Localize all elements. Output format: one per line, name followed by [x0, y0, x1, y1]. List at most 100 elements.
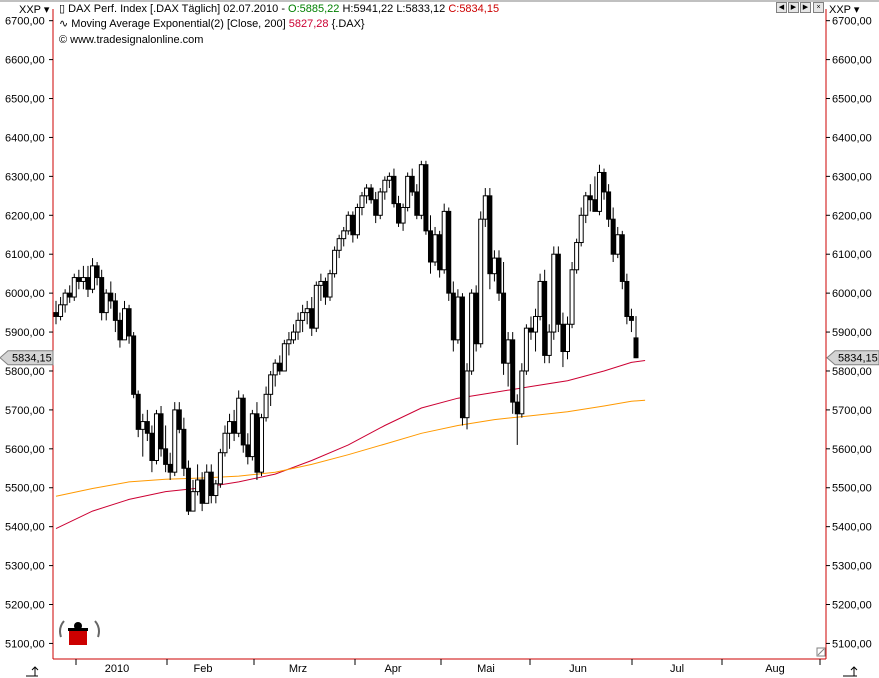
candle [619, 230, 625, 290]
candle-body-down [144, 421, 150, 434]
y-tick-label-right: 5100,00 [832, 638, 872, 650]
price-tag-right-text: 5834,15 [838, 353, 878, 365]
candle [286, 332, 292, 356]
candle [295, 312, 301, 340]
candle [144, 409, 150, 442]
candle-body-up [290, 331, 296, 341]
y-tick-label-left: 6100,00 [5, 249, 45, 261]
candle [587, 184, 593, 212]
candle [336, 234, 342, 259]
candle [163, 425, 169, 473]
candle [432, 226, 438, 266]
candle [368, 184, 374, 204]
candle [117, 312, 123, 348]
candle [596, 164, 602, 216]
candle [268, 370, 274, 407]
candle-body-down [619, 234, 625, 282]
candle-body-up [213, 483, 219, 497]
candle [167, 452, 173, 480]
candle [322, 277, 328, 305]
candle-body-down [501, 292, 507, 364]
candle [318, 273, 324, 301]
candle [455, 289, 461, 344]
candle [537, 273, 543, 321]
candle-body-up [377, 191, 383, 216]
candle [149, 425, 155, 473]
y-tick-label-left: 6200,00 [5, 210, 45, 222]
candle [400, 203, 406, 231]
candle-body-down [53, 312, 59, 317]
candle [90, 258, 96, 294]
candle [153, 409, 159, 465]
candle [309, 297, 315, 336]
candle-body-down [126, 308, 132, 337]
candle-body-up [564, 323, 570, 353]
candle-body-up [533, 315, 539, 333]
candle-body-up [596, 171, 602, 212]
candle [464, 363, 470, 430]
candle-body-down [149, 432, 155, 461]
candle-body-up [464, 370, 470, 419]
x-tick-label: Feb [194, 663, 213, 675]
y-tick-label-right: 5500,00 [832, 483, 872, 495]
candle [418, 160, 424, 220]
candle-body-up [300, 312, 306, 321]
candle [249, 409, 255, 461]
candle-body-down [610, 218, 616, 255]
close-value: C:5834,15 [448, 3, 500, 15]
candle-body-up [455, 296, 461, 341]
arrow-left-icon[interactable]: ◀ [776, 2, 787, 13]
candle-body-up [478, 218, 484, 345]
candle [332, 246, 338, 278]
candle-body-up [386, 175, 392, 181]
arrow-right-icon[interactable]: ▶ [788, 2, 799, 13]
symbol-selector-left[interactable]: XXP ▾ [19, 3, 49, 16]
x-tick-label: Jul [670, 663, 684, 675]
instrument-label: DAX Perf. Index [.DAX Täglich] 02.07.201… [68, 3, 289, 15]
candle-body-down [199, 479, 205, 504]
candle [487, 188, 493, 290]
x-tick-label: Jun [569, 663, 587, 675]
y-tick-label-right: 5300,00 [832, 561, 872, 573]
y-tick-label-left: 5100,00 [5, 638, 45, 650]
price-tag-left [0, 350, 54, 366]
resize-handle-icon[interactable] [816, 647, 826, 657]
candle [350, 211, 356, 243]
y-tick-label-left: 6000,00 [5, 288, 45, 300]
y-tick-label-left: 5300,00 [5, 561, 45, 573]
candle-body-up [153, 413, 159, 461]
candle-body-up [236, 397, 242, 434]
candle-body-up [58, 304, 64, 317]
candle [135, 390, 141, 438]
price-tag-right [826, 350, 879, 366]
candle-body-down [240, 397, 246, 446]
candle-body-up [263, 393, 269, 419]
candle-body-up [227, 421, 233, 434]
candle-body-down [409, 175, 415, 193]
close-icon[interactable]: × [813, 2, 824, 13]
candle [213, 479, 219, 504]
y-tick-label-right: 6400,00 [832, 132, 872, 144]
candle-body-up [345, 214, 351, 232]
candle [190, 479, 196, 512]
symbol-left: XXP [19, 4, 41, 16]
y-tick-label-left: 5700,00 [5, 405, 45, 417]
candle-body-up [336, 238, 342, 251]
symbol-selector-right[interactable]: XXP ▾ [829, 3, 859, 16]
y-tick-label-left: 6300,00 [5, 171, 45, 183]
y-tick-label-right: 6200,00 [832, 210, 872, 222]
candle-body-down [254, 413, 260, 473]
y-tick-label-right: 6300,00 [832, 171, 872, 183]
candle-body-up [327, 273, 333, 298]
candle-body-up [491, 257, 497, 275]
candle-body-down [373, 199, 379, 216]
axis-arrow-left-icon[interactable] [26, 666, 39, 677]
axis-arrow-right-icon[interactable] [843, 666, 858, 677]
arrow-right-double-icon[interactable]: ▶ [800, 2, 811, 13]
candle-body-up [204, 471, 210, 504]
candle-body-down [391, 175, 397, 205]
candle-body-down [446, 210, 452, 294]
candle [551, 246, 557, 340]
candle [528, 316, 534, 340]
